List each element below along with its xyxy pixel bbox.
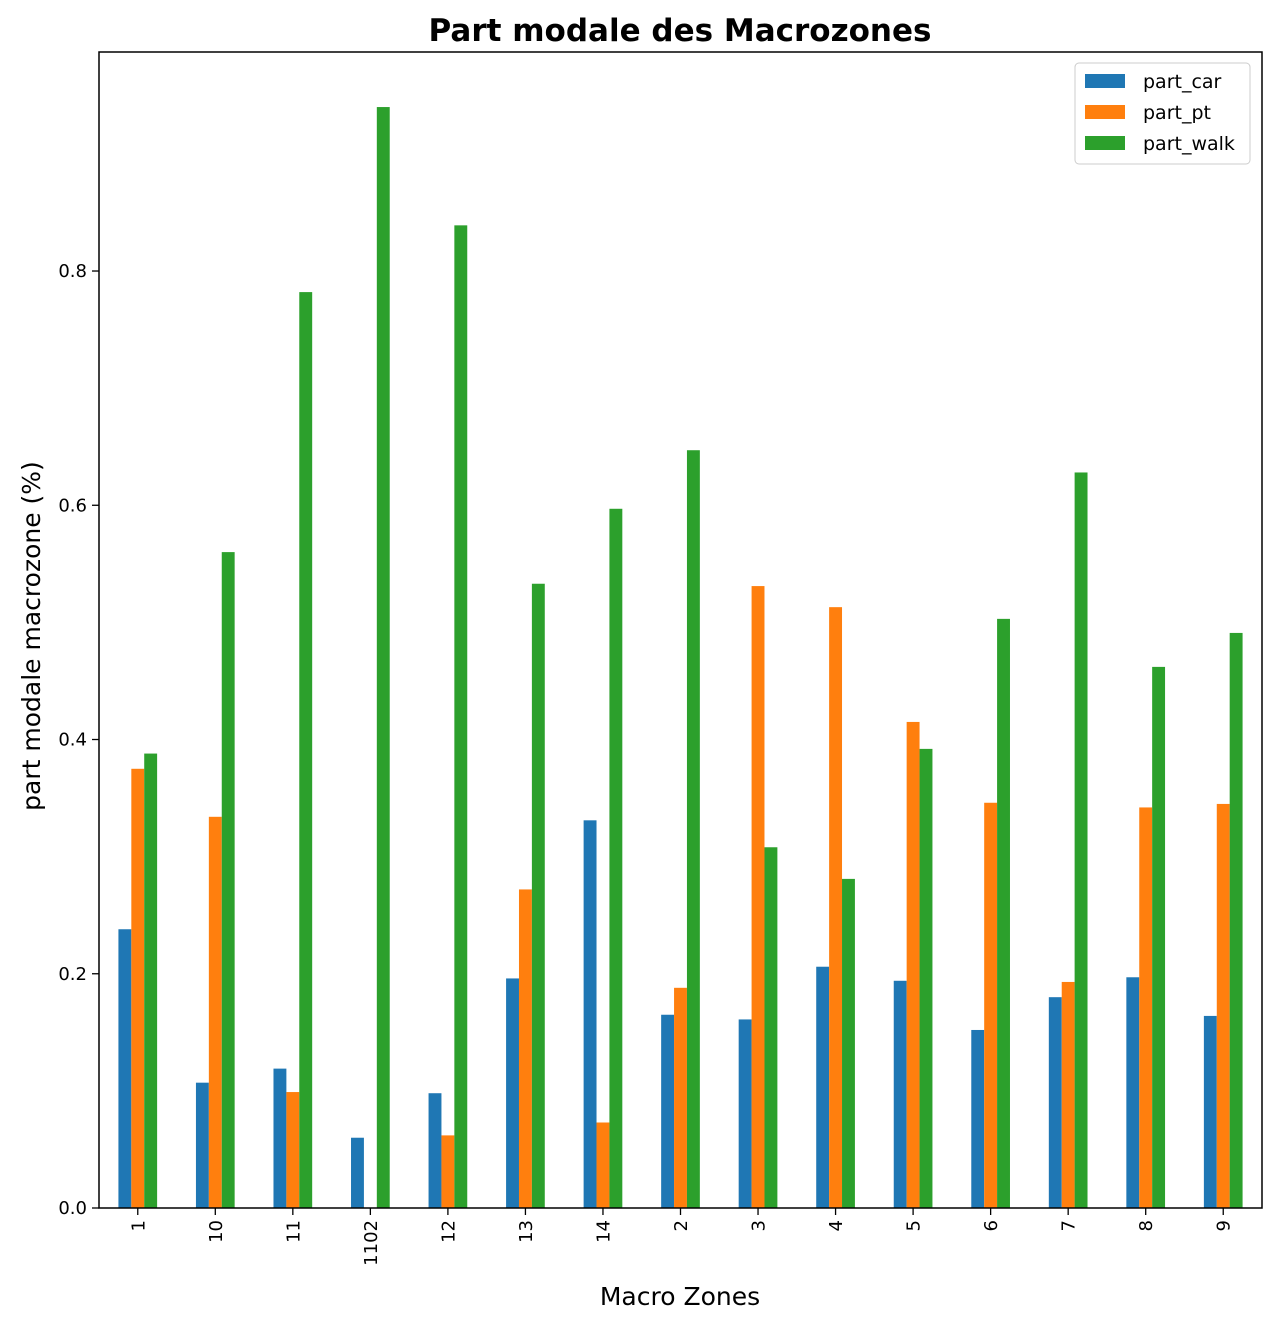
- x-tick-label: 8: [1136, 1220, 1157, 1231]
- legend-label-part_car: part_car: [1143, 71, 1222, 93]
- bar-part_car-4: [816, 966, 830, 1208]
- bar-part_car-1: [118, 929, 132, 1208]
- bar-part_walk-12: [454, 225, 468, 1209]
- x-tick-label: 9: [1214, 1220, 1235, 1231]
- bar-part_car-7: [1048, 997, 1062, 1208]
- bar-part_car-10: [195, 1082, 209, 1208]
- legend-swatch-part_walk: [1085, 136, 1125, 150]
- bar-part_walk-14: [609, 508, 623, 1208]
- legend-label-part_walk: part_walk: [1143, 133, 1235, 155]
- bar-part_pt-9: [1216, 803, 1230, 1208]
- bar-part_walk-9: [1229, 632, 1243, 1208]
- bar-part_car-14: [583, 820, 597, 1208]
- bar-part_pt-10: [208, 816, 222, 1208]
- bar-part_pt-14: [596, 1122, 610, 1208]
- x-tick-label: 1102: [361, 1220, 382, 1266]
- bar-part_pt-8: [1139, 807, 1153, 1208]
- legend-swatch-part_pt: [1085, 105, 1125, 119]
- bar-part_pt-11: [286, 1092, 300, 1208]
- legend-label-part_pt: part_pt: [1143, 102, 1211, 124]
- bar-part_pt-13: [518, 889, 532, 1208]
- legend: part_car part_pt part_walk: [1074, 62, 1251, 165]
- bar-part_car-6: [971, 1029, 985, 1208]
- x-tick-label: 7: [1059, 1220, 1080, 1231]
- bar-part_walk-11: [299, 292, 313, 1209]
- bar-part_pt-5: [906, 721, 920, 1208]
- bar-part_car-2: [661, 1014, 675, 1208]
- bar-part_car-12: [428, 1093, 442, 1208]
- y-tick-label: 0.8: [58, 261, 87, 282]
- bar-part_pt-7: [1061, 981, 1075, 1208]
- bar-part_car-5: [893, 980, 907, 1208]
- x-tick-label: 1: [128, 1220, 149, 1231]
- bar-part_walk-2: [686, 450, 700, 1209]
- y-tick-label: 0.2: [58, 964, 87, 985]
- x-tick-label: 3: [749, 1220, 770, 1231]
- y-tick-label: 0.4: [58, 730, 87, 751]
- bar-part_walk-1: [144, 753, 158, 1208]
- bar-part_walk-3: [764, 847, 778, 1208]
- x-tick-label: 5: [904, 1220, 925, 1231]
- x-tick-label: 4: [826, 1220, 847, 1231]
- bar-part_walk-8: [1152, 666, 1166, 1208]
- bar-part_pt-2: [674, 987, 687, 1208]
- bar-part_pt-6: [984, 802, 998, 1208]
- bar-part_car-9: [1203, 1015, 1217, 1208]
- bar-part_walk-4: [842, 878, 855, 1208]
- y-tick-label: 0.0: [58, 1198, 87, 1219]
- bar-part_car-11: [273, 1068, 287, 1208]
- bar-part_pt-4: [829, 607, 843, 1208]
- x-tick-label: 10: [206, 1220, 227, 1243]
- bar-part_walk-7: [1074, 472, 1088, 1209]
- bar-part_pt-12: [441, 1135, 455, 1208]
- bar-part_car-8: [1126, 977, 1140, 1208]
- bar-part_car-1102: [351, 1137, 364, 1208]
- x-axis: 1 10 11 1102 12 13 14 2 3 4 5 6 7 8 9: [128, 1208, 1235, 1266]
- x-tick-label: 12: [438, 1220, 459, 1243]
- bar-part_walk-5: [919, 748, 933, 1208]
- bars-group: [118, 107, 1243, 1209]
- bar-part_pt-1: [131, 768, 145, 1208]
- y-axis: 0.0 0.2 0.4 0.6 0.8: [58, 261, 99, 1219]
- bar-part_walk-1102: [376, 107, 390, 1208]
- y-axis-label: part modale macrozone (%): [17, 461, 46, 811]
- x-tick-label: 14: [593, 1220, 614, 1243]
- bar-part_car-3: [738, 1019, 752, 1208]
- chart-title: Part modale des Macrozones: [429, 13, 932, 49]
- y-tick-label: 0.6: [58, 495, 87, 516]
- x-axis-label: Macro Zones: [600, 1282, 760, 1311]
- x-tick-label: 11: [283, 1220, 304, 1243]
- bar-part_walk-10: [221, 552, 235, 1208]
- x-tick-label: 13: [516, 1220, 537, 1243]
- legend-swatch-part_car: [1085, 74, 1125, 88]
- x-tick-label: 2: [671, 1220, 692, 1231]
- bar-part_car-13: [506, 978, 519, 1208]
- x-tick-label: 6: [981, 1220, 1002, 1231]
- bar-part_walk-13: [531, 583, 545, 1208]
- bar-part_pt-3: [751, 586, 765, 1208]
- bar-part_walk-6: [997, 618, 1010, 1208]
